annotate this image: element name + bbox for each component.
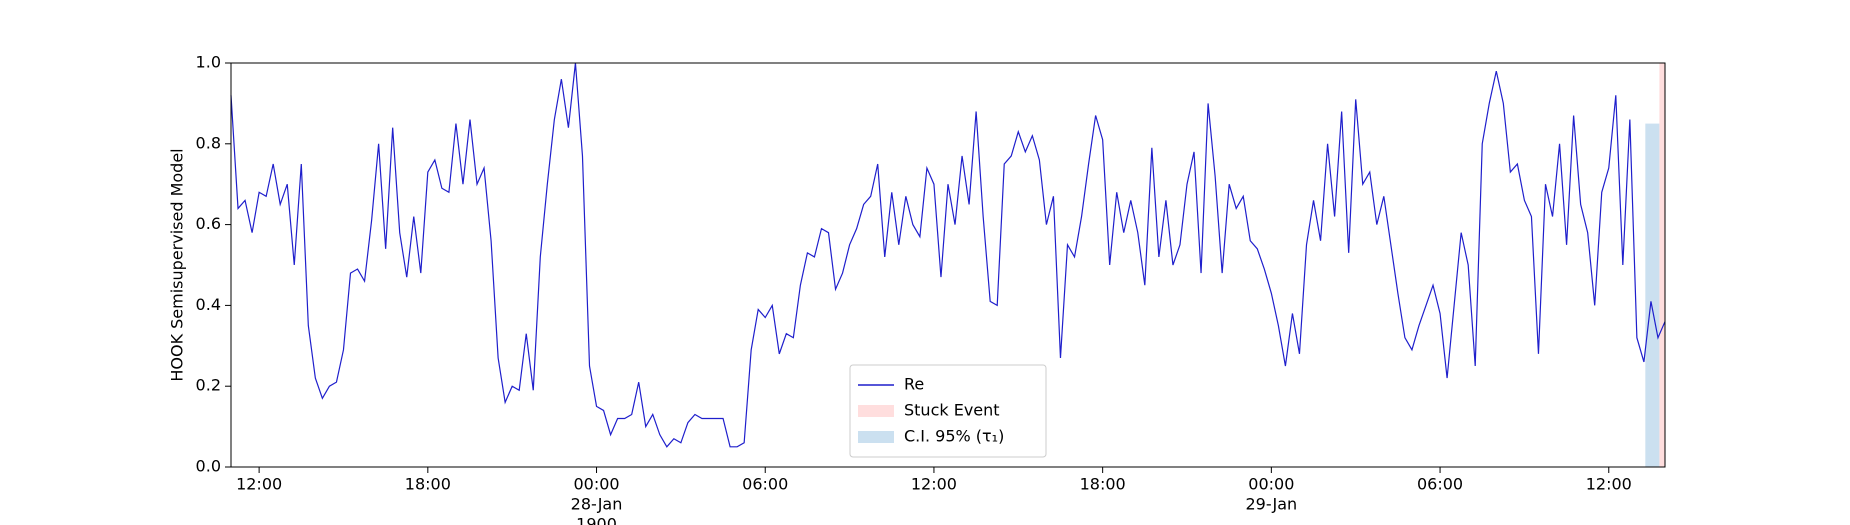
legend-patch: [858, 431, 894, 443]
legend-patch: [858, 405, 894, 417]
x-tick-label: 00:00: [573, 475, 619, 494]
x-tick-label: 00:00: [1248, 475, 1294, 494]
legend-box: [849, 364, 1047, 458]
x-tick-label: 06:00: [1417, 475, 1463, 494]
x-tick-label: 12:00: [1586, 475, 1632, 494]
legend-label: C.I. 95% (τ₁): [904, 427, 1004, 446]
legend-label: Re: [904, 375, 924, 394]
line: [230, 62, 1666, 448]
legend-label: Stuck Event: [904, 401, 1000, 420]
y-tick-label: 0.6: [196, 214, 221, 233]
x-tick-label: 12:00: [236, 475, 282, 494]
x-tick-label: 18:00: [1080, 475, 1126, 494]
x-tick-label: 06:00: [742, 475, 788, 494]
y-tick-label: 0.2: [196, 376, 221, 395]
y-tick-label: 0.8: [196, 133, 221, 152]
y-tick-label: 0.4: [196, 295, 221, 314]
y-tick-label: 1.0: [196, 53, 221, 72]
x-tick-label: 12:00: [911, 475, 957, 494]
span: [1645, 123, 1660, 467]
x-tick-date: 29-Jan: [1246, 495, 1298, 514]
legend: Re Stuck Event C.I. 95% (τ₁): [849, 364, 1047, 458]
y-axis-label: HOOK Semisupervised Model: [168, 148, 187, 381]
y-tick-label: 0.0: [196, 457, 221, 476]
x-tick-date: 28-Jan: [571, 495, 623, 514]
x-tick-label: 18:00: [405, 475, 451, 494]
x-tick-year: 1900: [576, 515, 617, 525]
span: [1659, 63, 1665, 467]
plot-frame: [230, 62, 1666, 468]
